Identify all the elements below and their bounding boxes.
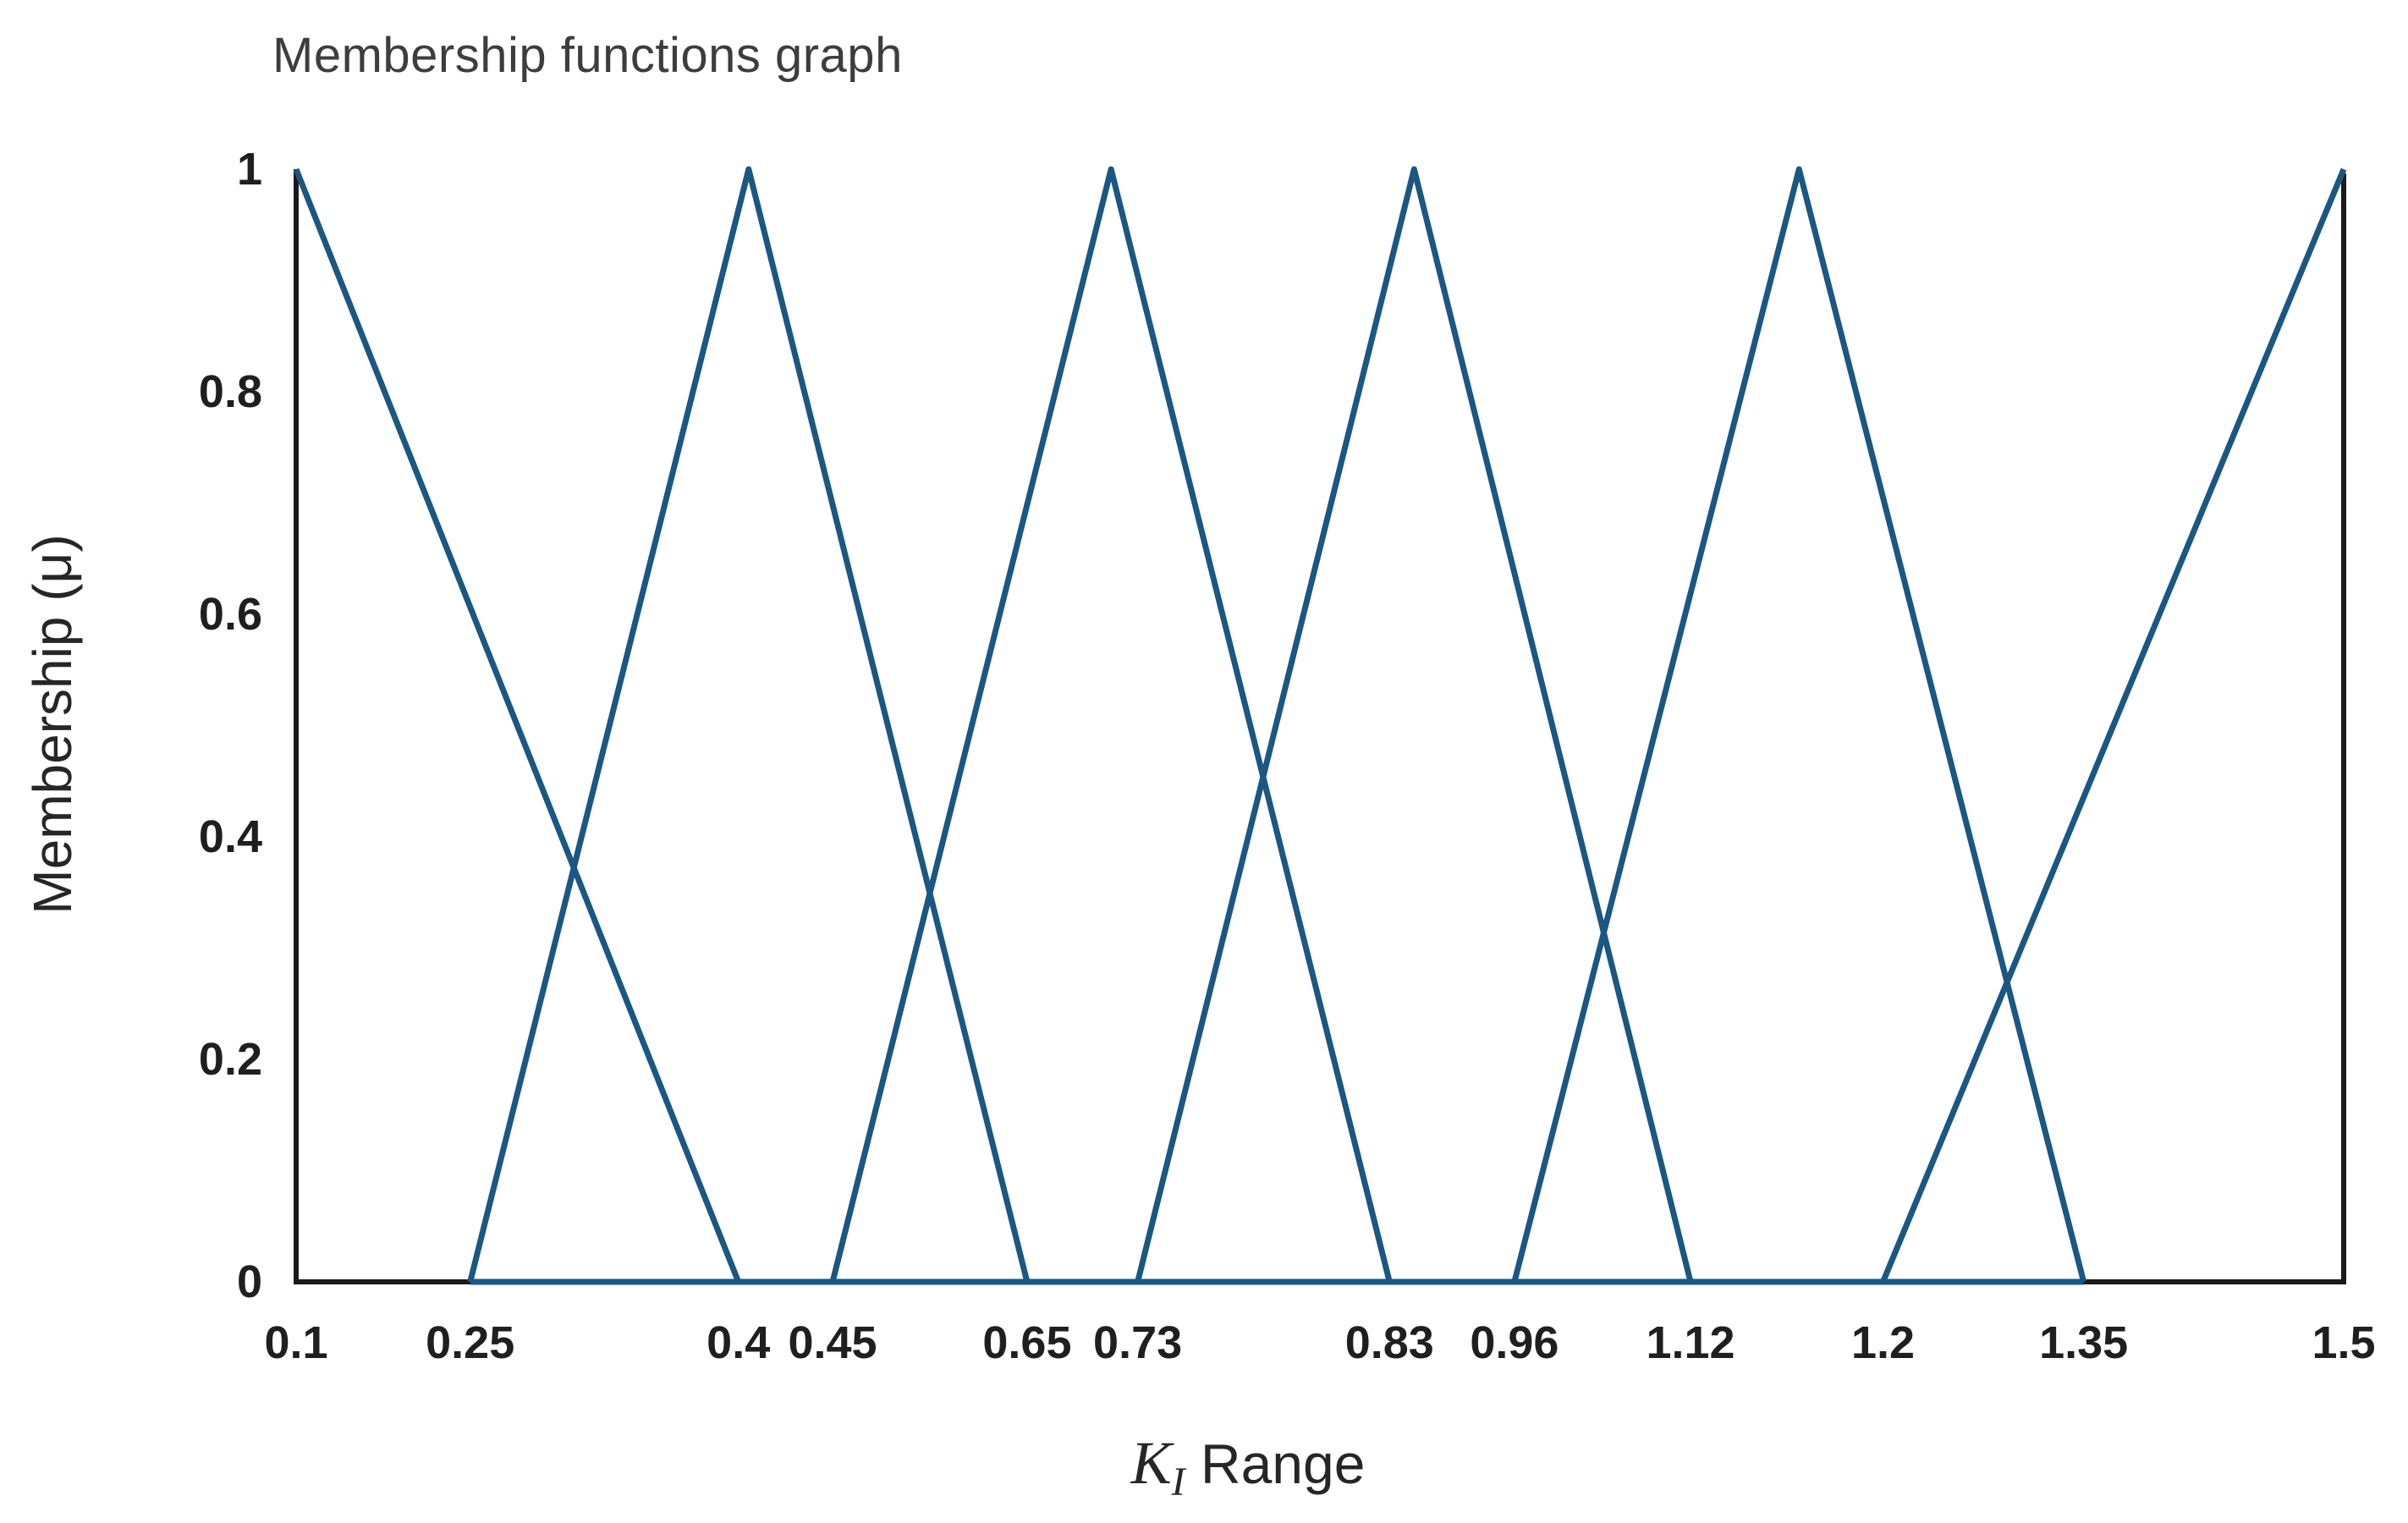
membership-triangle-2: [467, 166, 1031, 1283]
x-axis-symbol: K: [1130, 1429, 1172, 1497]
x-tick-label: 0.45: [788, 1317, 877, 1368]
x-tick-label: 0.25: [426, 1317, 515, 1368]
x-tick-label: 0.96: [1470, 1317, 1559, 1368]
x-axis-symbol-subscript: I: [1171, 1460, 1185, 1504]
membership-triangle-3: [829, 166, 1393, 1283]
x-tick-label: 0.65: [982, 1317, 1072, 1368]
x-tick-label: 0.83: [1344, 1317, 1434, 1368]
x-tick-label: 1.2: [1850, 1317, 1916, 1368]
y-tick-label: 0.2: [198, 1034, 262, 1085]
membership-triangle-5: [1511, 166, 2087, 1283]
x-tick-label: 0.73: [1093, 1317, 1183, 1368]
x-axis-title: KI Range: [1131, 1428, 1366, 1505]
chart-title: Membership functions graph: [272, 28, 903, 83]
x-tick-label: 1.35: [2039, 1317, 2129, 1368]
membership-triangle-6: [1880, 168, 2347, 1284]
x-tick-label: 1.5: [2312, 1317, 2376, 1368]
x-tick-label: 1.12: [1646, 1317, 1735, 1368]
membership-triangle-4: [1135, 166, 1694, 1283]
y-tick-label: 1: [236, 144, 262, 195]
y-tick-label: 0.8: [198, 366, 262, 417]
x-tick-label: 0.4: [706, 1317, 771, 1368]
y-tick-label: 0: [236, 1256, 262, 1307]
membership-triangle-1: [293, 168, 741, 1284]
x-axis-title-text: Range: [1185, 1432, 1366, 1495]
y-tick-label: 0.4: [198, 811, 262, 862]
x-tick-label: 0.1: [264, 1317, 328, 1368]
y-tick-label: 0.6: [198, 589, 262, 640]
